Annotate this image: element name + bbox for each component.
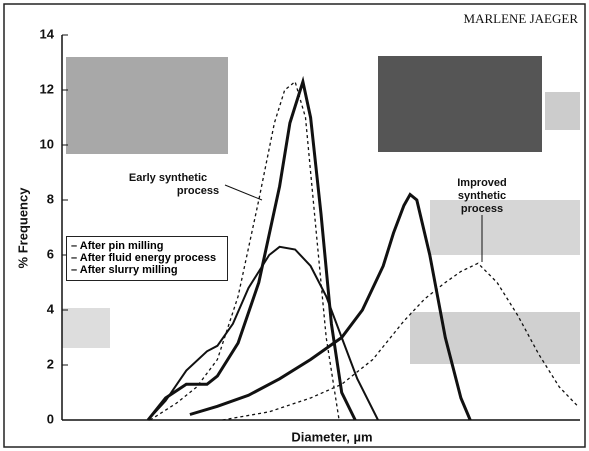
legend: – After pin milling– After fluid energy … [66,236,228,281]
credit: MARLENE JAEGER [464,11,579,26]
y-tick-label: 0 [47,411,54,426]
shade [430,200,580,255]
y-tick-label: 14 [40,26,55,41]
micrograph-improved [378,56,542,152]
y-tick-label: 8 [47,191,54,206]
y-tick-label: 10 [40,136,54,151]
legend-entry: – After pin milling [71,241,223,252]
chart: MARLENE JAEGER % Frequency Diameter, µm … [0,0,589,451]
annotation: synthetic [458,190,506,202]
annotation: process [461,203,503,215]
annotation: process [177,185,219,197]
y-tick-label: 4 [47,301,55,316]
y-tick-label: 12 [40,81,54,96]
x-axis-label: Diameter, µm [291,429,372,444]
annotation-pointer [225,185,262,200]
annotation: Improved [457,177,507,189]
legend-entry: – After fluid energy process [71,253,223,264]
shade [410,312,580,364]
y-axis-label: % Frequency [15,187,30,269]
legend-entry: – After slurry milling [71,265,223,276]
annotation: Early synthetic [129,172,207,184]
shade [545,92,580,130]
y-tick-label: 2 [47,356,54,371]
shade [62,308,110,348]
micrograph-early [66,57,228,154]
page: MARLENE JAEGER % Frequency Diameter, µm … [0,0,589,451]
y-tick-label: 6 [47,246,54,261]
